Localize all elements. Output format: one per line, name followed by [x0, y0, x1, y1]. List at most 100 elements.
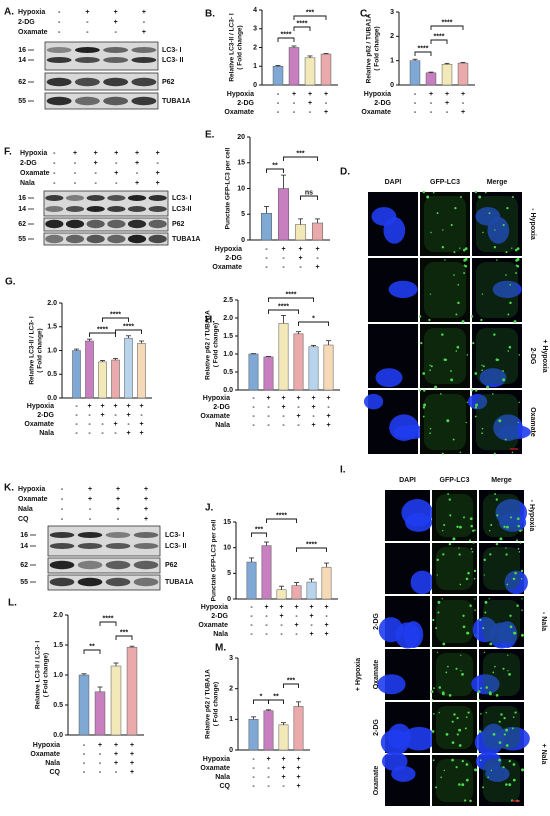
condition-mark: -	[101, 421, 104, 428]
blot-band	[46, 47, 72, 53]
significance-label: ***	[296, 150, 304, 157]
significance-bracket	[268, 297, 314, 302]
gfp-punctum	[502, 667, 505, 670]
significance-label: ****	[281, 31, 292, 38]
blot-band	[46, 57, 72, 63]
gfp-punctum	[438, 686, 442, 689]
condition-mark: -	[58, 9, 61, 16]
gfp-punctum	[500, 713, 503, 716]
condition-mark: +	[308, 100, 312, 107]
condition-mark: -	[252, 422, 255, 429]
gfp-haze	[483, 547, 520, 590]
gfp-punctum	[514, 248, 518, 252]
gfp-punctum	[465, 778, 469, 782]
gfp-punctum	[459, 525, 462, 529]
nucleus	[389, 414, 419, 441]
condition-mark: -	[58, 19, 61, 26]
gfp-punctum	[506, 206, 509, 210]
condition-mark: +	[88, 486, 92, 493]
condition-mark: +	[445, 100, 449, 107]
nucleus	[504, 570, 528, 595]
condition-mark: -	[265, 255, 268, 262]
gfp-punctum	[436, 651, 439, 654]
bar	[425, 72, 437, 86]
condition-label: Nala	[215, 774, 230, 781]
micrograph	[432, 702, 477, 753]
gfp-punctum	[507, 654, 509, 657]
gfp-punctum	[434, 385, 438, 389]
gfp-punctum	[449, 514, 452, 517]
gfp-haze	[436, 706, 473, 749]
y-tick-label: 2	[229, 686, 233, 693]
condition-mark: -	[282, 413, 285, 420]
condition-mark: +	[311, 422, 315, 429]
gfp-punctum	[514, 571, 517, 575]
gfp-haze	[483, 759, 520, 802]
gfp-punctum	[455, 313, 458, 316]
gfp-punctum	[474, 190, 477, 194]
bar	[320, 53, 332, 86]
gfp-punctum	[484, 611, 487, 614]
gfp-punctum	[510, 516, 513, 519]
gfp-punctum	[505, 274, 507, 276]
condition-mark: -	[252, 413, 255, 420]
gfp-punctum	[513, 320, 517, 323]
gfp-punctum	[420, 342, 423, 345]
blot-band	[105, 560, 131, 570]
gfp-punctum	[478, 698, 481, 701]
significance-label: ****	[442, 19, 453, 26]
condition-mark: -	[61, 486, 64, 493]
condition-mark: -	[267, 413, 270, 420]
bar	[321, 566, 332, 600]
y-tick-label: 3	[229, 655, 233, 662]
gfp-punctum	[471, 551, 474, 553]
gfp-punctum	[479, 759, 482, 762]
gfp-punctum	[466, 354, 469, 356]
gfp-haze	[424, 262, 466, 318]
blot-band	[131, 96, 157, 106]
panel-label: E.	[205, 130, 215, 141]
condition-mark: +	[315, 264, 319, 271]
gfp-punctum	[508, 345, 512, 349]
gfp-haze	[436, 547, 473, 590]
y-tick-label: 1	[229, 716, 233, 723]
condition-mark: +	[144, 496, 148, 503]
gfp-punctum	[480, 713, 482, 715]
condition-mark: -	[277, 91, 280, 98]
blot-band	[148, 219, 167, 229]
gfp-punctum	[422, 372, 426, 375]
y-tick-label: 0.0	[47, 395, 57, 402]
blot-band	[65, 206, 85, 212]
condition-mark: -	[295, 613, 298, 620]
condition-mark: +	[266, 395, 270, 402]
gfp-punctum	[445, 358, 448, 361]
y-tick-label: 2.5	[223, 297, 233, 304]
blot-band	[107, 234, 126, 244]
blot-membrane	[44, 72, 159, 91]
condition-mark: +	[294, 604, 298, 611]
condition-mark: -	[114, 412, 117, 419]
y-tick-label: 2.0	[223, 315, 233, 322]
gfp-punctum	[441, 598, 443, 600]
y-axis-label: Punctate GFP-LC3 per cell	[225, 147, 232, 229]
column-header: GFP-LC3	[440, 477, 470, 484]
blot-band	[107, 219, 126, 229]
y-tick-label: 0.0	[223, 387, 233, 394]
condition-label: Oxamate	[200, 413, 230, 420]
condition-mark: +	[296, 765, 300, 772]
gfp-punctum	[461, 320, 465, 323]
y-axis-label: ( Fold change)	[43, 653, 50, 697]
condition-label: 2-DG	[237, 100, 254, 107]
condition-mark: -	[83, 760, 86, 767]
mw-marker: 62	[18, 221, 26, 228]
gfp-punctum	[432, 618, 435, 622]
blot-band	[103, 96, 129, 106]
condition-mark: -	[88, 421, 91, 428]
y-tick-label: 1.0	[47, 347, 57, 354]
gfp-punctum	[518, 354, 521, 356]
micrograph	[432, 755, 477, 806]
y-axis-label: Relative LC3-II / LC3- I	[35, 641, 42, 709]
gfp-punctum	[489, 530, 491, 532]
nucleus	[395, 622, 420, 649]
condition-mark: -	[280, 631, 283, 638]
